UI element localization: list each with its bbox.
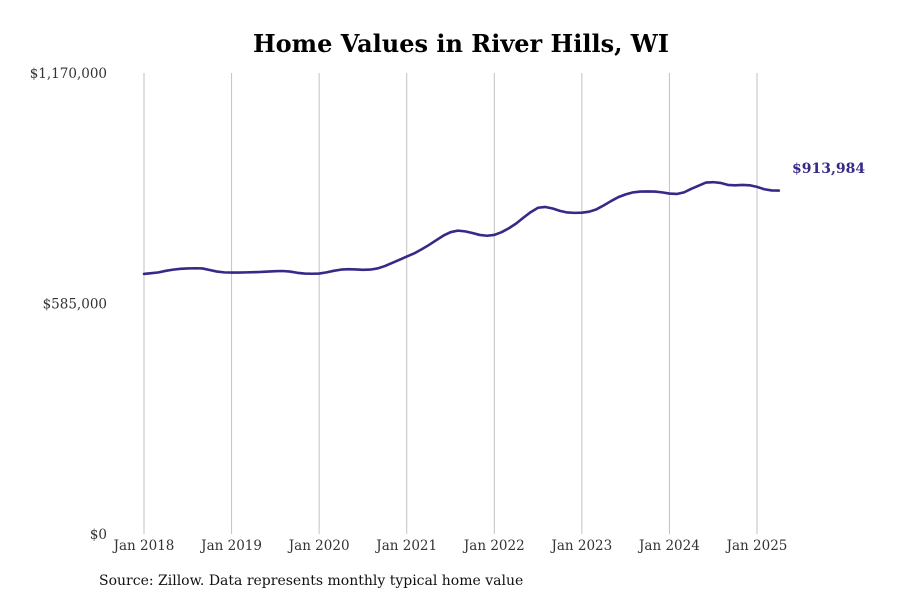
source-note: Source: Zillow. Data represents monthly …	[99, 573, 524, 589]
x-gridlines	[143, 73, 758, 534]
y-axis-tick-labels: $0 $585,000 $1,170,000	[30, 66, 107, 543]
x-tick-label: Jan 2023	[549, 538, 612, 554]
y-tick-label: $0	[90, 527, 107, 543]
x-tick-label: Jan 2022	[462, 538, 525, 554]
chart-title: Home Values in River Hills, WI	[253, 29, 669, 58]
x-tick-label: Jan 2025	[725, 538, 788, 554]
home-value-line	[142, 180, 781, 276]
x-axis-tick-labels: Jan 2018 Jan 2019 Jan 2020 Jan 2021 Jan 2022…	[112, 538, 788, 554]
y-tick-label: $1,170,000	[30, 66, 107, 82]
x-tick-label: Jan 2024	[637, 538, 700, 554]
line-series	[142, 180, 781, 276]
y-tick-label: $585,000	[43, 297, 107, 313]
x-tick-label: Jan 2019	[199, 538, 262, 554]
x-tick-label: Jan 2018	[112, 538, 175, 554]
end-value-label: $913,984	[792, 161, 865, 177]
x-tick-label: Jan 2021	[374, 538, 437, 554]
x-tick-label: Jan 2020	[287, 538, 350, 554]
